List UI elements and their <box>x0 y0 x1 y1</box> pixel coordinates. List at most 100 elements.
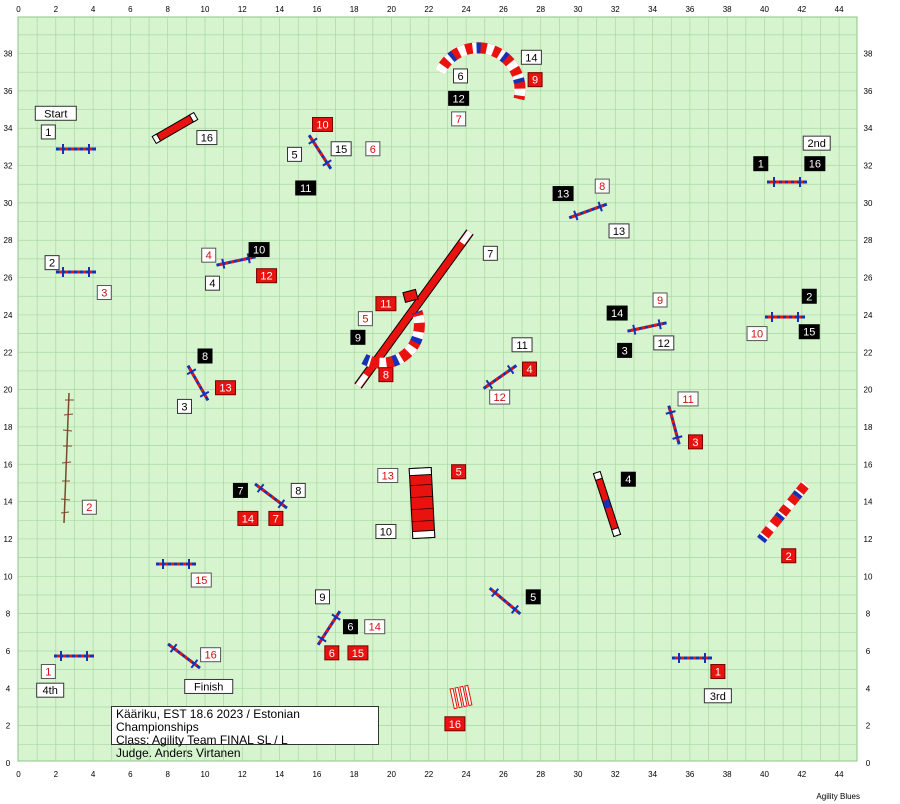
x-tick-label: 4 <box>91 770 96 779</box>
svg-text:12: 12 <box>453 93 465 105</box>
x-tick-label: 14 <box>275 5 284 14</box>
number-label: 13 <box>552 186 574 202</box>
number-label: 11 <box>511 337 533 353</box>
number-label: 1 <box>753 156 769 172</box>
number-label: 3 <box>687 434 703 450</box>
svg-text:5: 5 <box>291 149 297 161</box>
y-tick-label: 20 <box>4 386 13 395</box>
x-tick-label: 4 <box>91 5 96 14</box>
y-tick-label: 34 <box>4 124 13 133</box>
number-label: 3 <box>617 342 633 358</box>
curved-tunnel <box>435 42 526 101</box>
x-tick-label: 12 <box>238 770 247 779</box>
number-label: 12 <box>489 389 511 405</box>
y-tick-label: 20 <box>864 386 873 395</box>
svg-text:9: 9 <box>532 75 538 87</box>
svg-text:4: 4 <box>526 364 532 376</box>
number-label: 13 <box>608 223 630 239</box>
x-tick-label: 2 <box>54 770 59 779</box>
svg-text:13: 13 <box>219 383 231 395</box>
x-tick-label: 34 <box>648 770 657 779</box>
svg-text:9: 9 <box>319 592 325 604</box>
x-tick-label: 26 <box>499 770 508 779</box>
course-info: Kääriku, EST 18.6 2023 / Estonian Champi… <box>111 706 379 760</box>
y-tick-label: 16 <box>4 460 13 469</box>
jump <box>672 653 712 663</box>
svg-text:2nd: 2nd <box>808 138 826 150</box>
number-label: 1 <box>710 664 726 680</box>
svg-text:3: 3 <box>101 288 107 300</box>
number-label: 10 <box>746 326 768 342</box>
y-tick-label: 38 <box>864 50 873 59</box>
seesaw <box>592 470 622 538</box>
number-label: 14 <box>520 49 542 65</box>
svg-text:10: 10 <box>316 119 328 131</box>
svg-text:6: 6 <box>347 622 353 634</box>
svg-text:2: 2 <box>786 551 792 563</box>
number-label: 6 <box>453 68 469 84</box>
x-tick-label: 20 <box>387 770 396 779</box>
jump <box>216 253 256 269</box>
number-label: 9 <box>527 72 543 88</box>
number-label: 2 <box>81 499 97 515</box>
x-tick-label: 18 <box>350 770 359 779</box>
svg-text:10: 10 <box>751 329 763 341</box>
svg-text:4th: 4th <box>43 685 58 697</box>
x-tick-label: 36 <box>685 5 694 14</box>
marker-label: 2nd <box>802 135 831 151</box>
y-tick-label: 36 <box>864 87 873 96</box>
svg-text:11: 11 <box>300 183 311 195</box>
svg-text:8: 8 <box>383 370 389 382</box>
number-label: 4 <box>204 275 220 291</box>
y-tick-label: 24 <box>4 311 13 320</box>
y-tick-label: 32 <box>4 162 13 171</box>
svg-text:3: 3 <box>692 437 698 449</box>
number-label: 11 <box>677 391 699 407</box>
jump <box>254 482 288 510</box>
x-tick-label: 38 <box>723 5 732 14</box>
y-tick-label: 30 <box>4 199 13 208</box>
number-label: 11 <box>295 180 317 196</box>
y-tick-label: 28 <box>864 236 873 245</box>
svg-text:13: 13 <box>382 470 394 482</box>
x-tick-label: 30 <box>574 5 583 14</box>
weave-poles <box>60 392 74 524</box>
y-tick-label: 10 <box>4 572 13 581</box>
y-tick-label: 32 <box>864 162 873 171</box>
svg-text:1: 1 <box>45 127 51 139</box>
x-tick-label: 44 <box>835 5 844 14</box>
x-tick-label: 20 <box>387 5 396 14</box>
svg-text:16: 16 <box>809 159 821 171</box>
x-tick-label: 16 <box>312 5 321 14</box>
number-label: 8 <box>378 367 394 383</box>
y-tick-label: 6 <box>866 647 871 656</box>
y-tick-label: 8 <box>866 610 871 619</box>
number-label: 7 <box>482 245 498 261</box>
number-label: 6 <box>365 141 381 157</box>
number-label: 1 <box>40 124 56 140</box>
number-label: 4 <box>522 361 538 377</box>
y-tick-label: 22 <box>864 348 873 357</box>
number-label: 12 <box>448 90 470 106</box>
svg-text:15: 15 <box>195 575 207 587</box>
x-tick-label: 8 <box>165 5 170 14</box>
credit: Agility Blues <box>816 792 860 801</box>
svg-text:14: 14 <box>242 513 254 525</box>
x-tick-label: 44 <box>835 770 844 779</box>
svg-text:2: 2 <box>86 502 92 514</box>
y-tick-label: 18 <box>864 423 873 432</box>
marker-label: 4th <box>36 682 65 698</box>
y-tick-label: 10 <box>864 572 873 581</box>
x-tick-label: 40 <box>760 770 769 779</box>
number-label: 8 <box>197 348 213 364</box>
number-label: 3 <box>176 398 192 414</box>
number-label: 7 <box>232 482 248 498</box>
jump <box>316 610 342 646</box>
svg-text:7: 7 <box>487 248 493 260</box>
info-judge: Judge. Anders Virtanen <box>116 746 241 760</box>
x-tick-label: 0 <box>16 770 21 779</box>
number-label: 10 <box>311 116 333 132</box>
svg-text:9: 9 <box>355 332 361 344</box>
svg-text:9: 9 <box>657 295 663 307</box>
